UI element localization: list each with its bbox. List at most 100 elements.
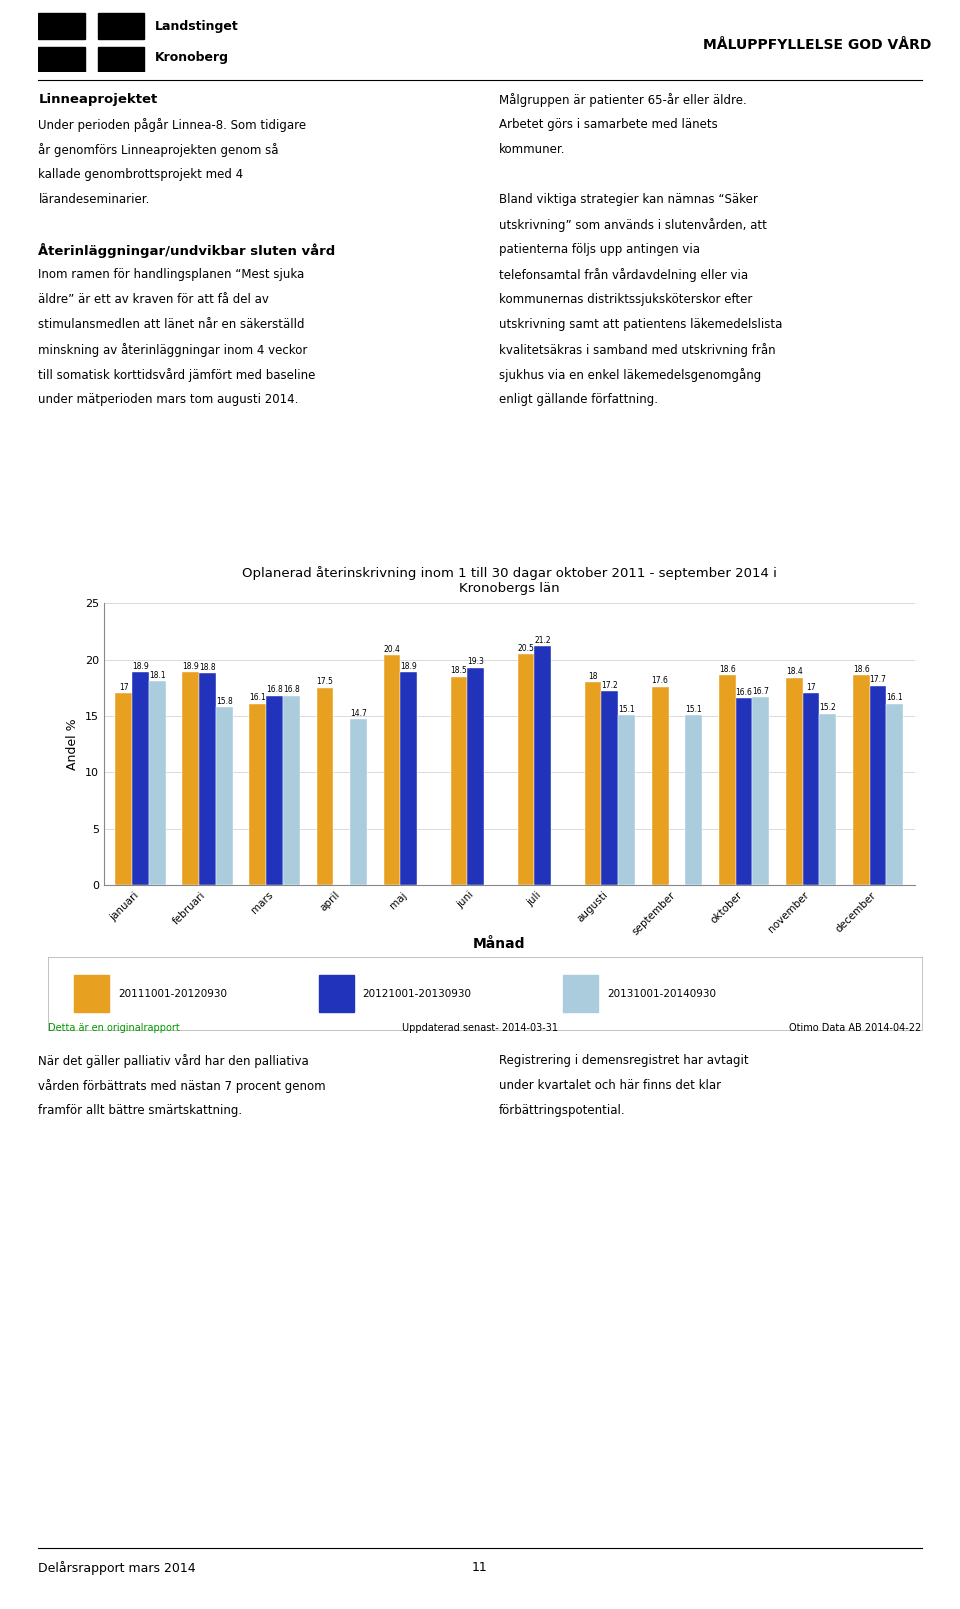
Text: 20121001-20130930: 20121001-20130930 (363, 988, 471, 999)
Text: under kvartalet och här finns det klar: under kvartalet och här finns det klar (499, 1080, 721, 1093)
Text: 15.8: 15.8 (216, 697, 232, 706)
Bar (98, 13, 144, 39)
Text: till somatisk korttidsvård jämfört med baseline: till somatisk korttidsvård jämfört med b… (38, 368, 316, 381)
Text: Målgruppen är patienter 65-år eller äldre.: Målgruppen är patienter 65-år eller äldr… (499, 93, 747, 108)
Y-axis label: Andel %: Andel % (66, 718, 79, 771)
Bar (685, 714, 702, 885)
Text: sjukhus via en enkel läkemedelsgenomgång: sjukhus via en enkel läkemedelsgenomgång (499, 368, 761, 381)
Text: Bland viktiga strategier kan nämnas “Säker: Bland viktiga strategier kan nämnas “Säk… (499, 193, 758, 206)
Bar (74, 975, 109, 1012)
Bar (468, 668, 484, 885)
Text: Arbetet görs i samarbete med länets: Arbetet görs i samarbete med länets (499, 119, 718, 132)
Text: Uppdaterad senast- 2014-03-31: Uppdaterad senast- 2014-03-31 (402, 1023, 558, 1033)
Text: 16.8: 16.8 (283, 685, 300, 695)
Text: 18.1: 18.1 (149, 671, 166, 679)
Text: minskning av återinläggningar inom 4 veckor: minskning av återinläggningar inom 4 vec… (38, 343, 308, 357)
Text: äldre” är ett av kraven för att få del av: äldre” är ett av kraven för att få del a… (38, 293, 269, 306)
Text: 20131001-20140930: 20131001-20140930 (607, 988, 716, 999)
Text: 18.6: 18.6 (719, 665, 735, 674)
Text: utskrivning” som används i slutenvården, att: utskrivning” som används i slutenvården,… (499, 219, 767, 232)
Bar (719, 676, 735, 885)
Text: 21.2: 21.2 (535, 636, 551, 645)
Bar (870, 685, 886, 885)
Bar (400, 673, 417, 885)
Text: Registrering i demensregistret har avtagit: Registrering i demensregistret har avtag… (499, 1054, 749, 1067)
Text: 18: 18 (588, 673, 598, 681)
Bar (182, 673, 200, 885)
Text: 18.8: 18.8 (200, 663, 216, 673)
Text: 17.7: 17.7 (870, 676, 886, 684)
Text: utskrivning samt att patientens läkemedelslista: utskrivning samt att patientens läkemede… (499, 319, 782, 331)
Bar (350, 719, 367, 885)
Text: 18.9: 18.9 (132, 661, 149, 671)
Text: patienterna följs upp antingen via: patienterna följs upp antingen via (499, 243, 700, 256)
Text: 16.1: 16.1 (250, 693, 266, 702)
Bar (98, 47, 144, 72)
Text: enligt gällande författning.: enligt gällande författning. (499, 393, 659, 405)
Text: Månad: Månad (473, 938, 525, 951)
Text: 18.6: 18.6 (852, 665, 870, 674)
Text: Landstinget: Landstinget (155, 19, 238, 34)
Bar (200, 673, 216, 885)
Text: 19.3: 19.3 (468, 656, 484, 666)
Bar (149, 681, 166, 885)
Bar (753, 697, 769, 885)
Text: 14.7: 14.7 (350, 710, 367, 718)
Bar (564, 975, 598, 1012)
Text: Otimo Data AB 2014-04-22: Otimo Data AB 2014-04-22 (789, 1023, 922, 1033)
Text: Detta är en originalrapport: Detta är en originalrapport (48, 1023, 180, 1033)
Bar (535, 647, 551, 885)
Text: 15.2: 15.2 (819, 703, 836, 713)
Bar (384, 655, 400, 885)
Text: 17: 17 (119, 684, 129, 692)
Bar (450, 677, 468, 885)
Text: 20.4: 20.4 (384, 645, 400, 653)
Text: Delårsrapport mars 2014: Delårsrapport mars 2014 (38, 1561, 196, 1575)
Text: 18.5: 18.5 (450, 666, 468, 676)
Text: stimulansmedlen att länet når en säkerställd: stimulansmedlen att länet når en säkerst… (38, 319, 305, 331)
Bar (216, 706, 232, 885)
Text: lärandeseminarier.: lärandeseminarier. (38, 193, 150, 206)
Text: 17.6: 17.6 (652, 676, 668, 685)
Bar (132, 673, 149, 885)
Text: Kronoberg: Kronoberg (155, 50, 228, 64)
Text: 16.7: 16.7 (753, 687, 769, 695)
Text: kvalitetsäkras i samband med utskrivning från: kvalitetsäkras i samband med utskrivning… (499, 343, 776, 357)
Text: 17.2: 17.2 (602, 681, 618, 690)
Bar (517, 653, 535, 885)
Text: framför allt bättre smärtskattning.: framför allt bättre smärtskattning. (38, 1104, 243, 1117)
Text: 18.9: 18.9 (400, 661, 417, 671)
Text: MÅLUPPFYLLELSE GOD VÅRD: MÅLUPPFYLLELSE GOD VÅRD (703, 39, 931, 51)
Text: år genomförs Linneaprojekten genom så: år genomförs Linneaprojekten genom så (38, 143, 279, 158)
Text: Under perioden pågår Linnea-8. Som tidigare: Under perioden pågår Linnea-8. Som tidig… (38, 119, 306, 132)
Bar (585, 682, 602, 885)
Text: förbättringspotential.: förbättringspotential. (499, 1104, 626, 1117)
Bar (38, 13, 84, 39)
Text: 16.1: 16.1 (886, 693, 903, 702)
Title: Oplanerad återinskrivning inom 1 till 30 dagar oktober 2011 - september 2014 i
K: Oplanerad återinskrivning inom 1 till 30… (242, 566, 777, 595)
Text: 20.5: 20.5 (517, 644, 535, 653)
Bar (266, 695, 283, 885)
Text: När det gäller palliativ vård har den palliativa: När det gäller palliativ vård har den pa… (38, 1054, 309, 1068)
Bar (319, 975, 353, 1012)
Text: 18.4: 18.4 (786, 668, 803, 676)
Bar (735, 698, 753, 885)
Bar (38, 47, 84, 72)
Bar (786, 677, 803, 885)
Bar (618, 714, 635, 885)
Bar (652, 687, 668, 885)
Text: kallade genombrottsprojekt med 4: kallade genombrottsprojekt med 4 (38, 169, 244, 182)
Bar (115, 693, 132, 885)
Text: 16.6: 16.6 (735, 687, 753, 697)
Text: telefonsamtal från vårdavdelning eller via: telefonsamtal från vårdavdelning eller v… (499, 269, 749, 282)
Text: 16.8: 16.8 (266, 685, 283, 695)
Text: vården förbättrats med nästan 7 procent genom: vården förbättrats med nästan 7 procent … (38, 1080, 326, 1093)
Text: 11: 11 (472, 1561, 488, 1574)
Text: under mätperioden mars tom augusti 2014.: under mätperioden mars tom augusti 2014. (38, 393, 299, 405)
Text: 15.1: 15.1 (685, 705, 702, 713)
Text: 20111001-20120930: 20111001-20120930 (118, 988, 227, 999)
Text: Inom ramen för handlingsplanen “Mest sjuka: Inom ramen för handlingsplanen “Mest sju… (38, 269, 304, 282)
Bar (852, 676, 870, 885)
Text: Linneaprojektet: Linneaprojektet (38, 93, 157, 106)
Text: kommuner.: kommuner. (499, 143, 565, 156)
